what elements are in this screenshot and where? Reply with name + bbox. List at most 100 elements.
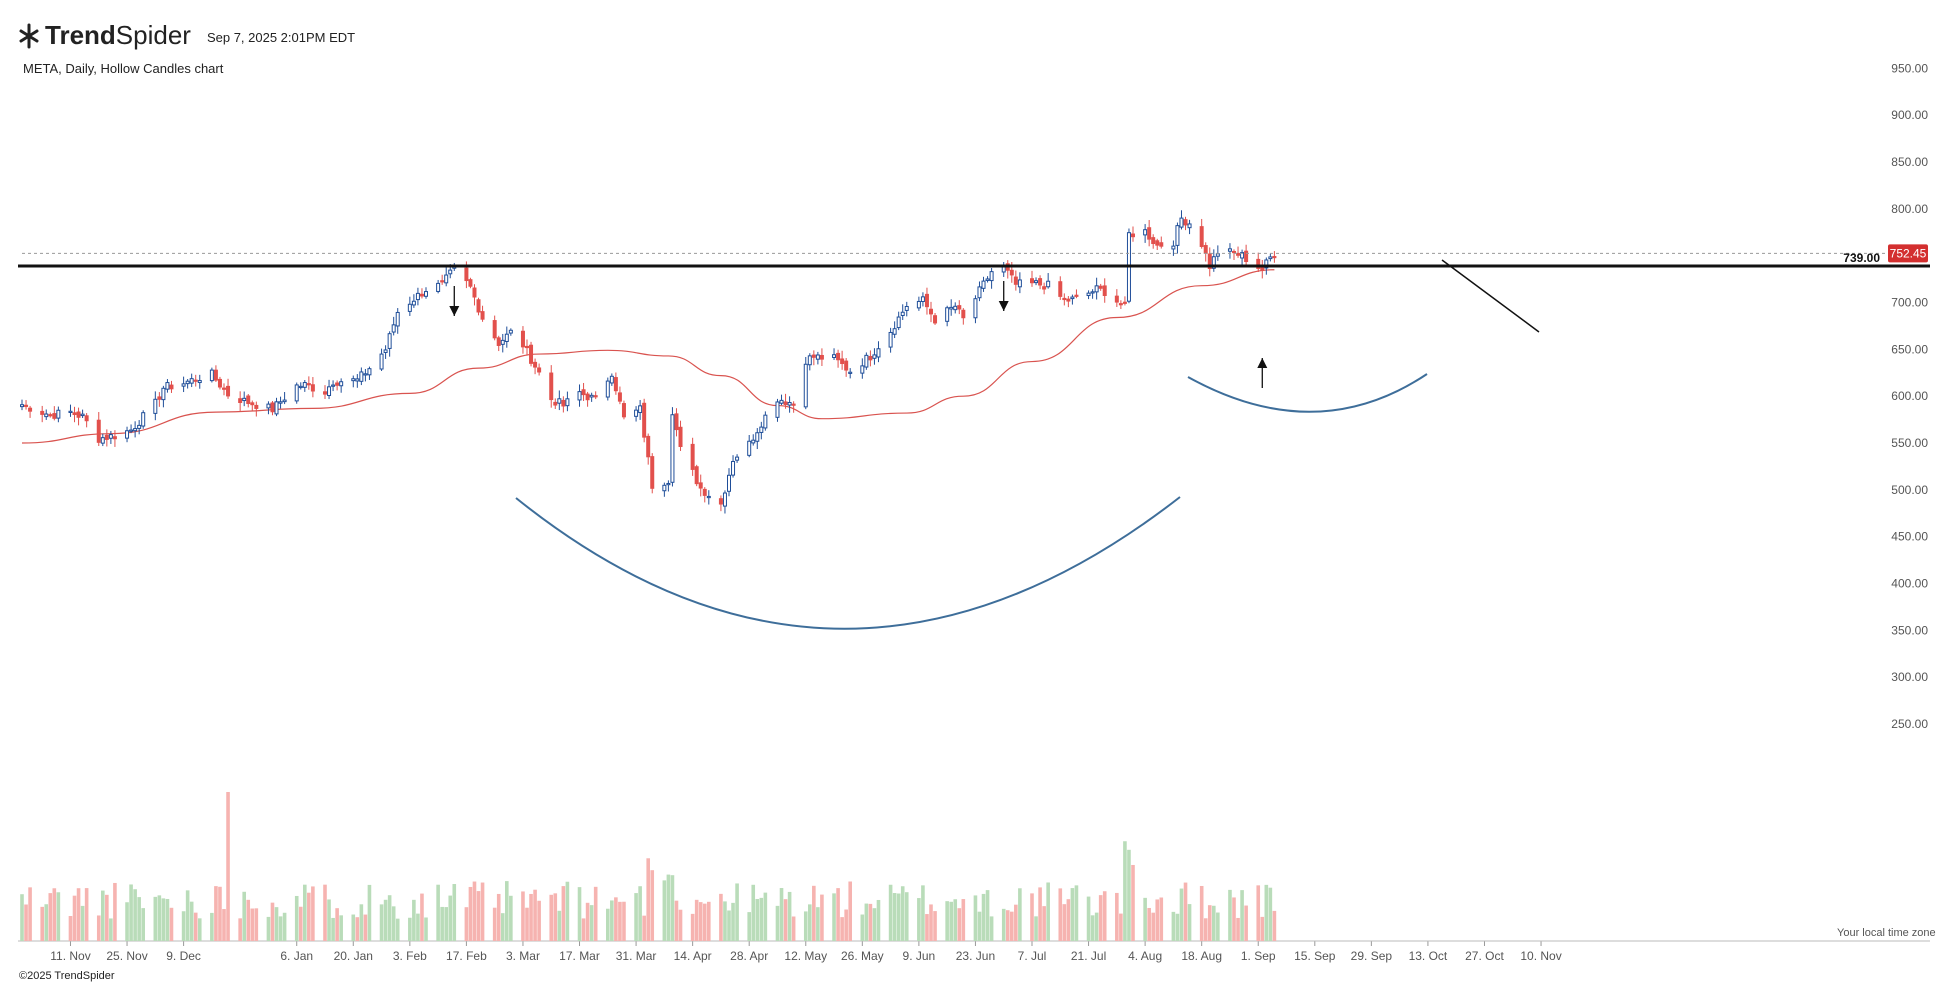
candle-body — [593, 395, 598, 398]
y-tick-label: 700.00 — [1891, 296, 1928, 310]
volume-bar — [1203, 918, 1208, 941]
volume-bar — [953, 899, 958, 941]
volume-bar — [1042, 906, 1046, 941]
y-tick-label: 800.00 — [1891, 202, 1928, 216]
candle-body — [811, 354, 816, 358]
candle-body — [339, 381, 344, 387]
x-tick-label: 6. Jan — [280, 949, 313, 963]
volume-bar — [1183, 882, 1188, 941]
volume-bar — [1268, 887, 1273, 941]
volume-bar — [96, 915, 101, 941]
candle-body — [274, 401, 279, 415]
x-tick-label: 17. Mar — [559, 949, 600, 963]
volume-bar — [416, 913, 420, 941]
volume-bar — [68, 915, 73, 941]
candle-body — [1046, 280, 1051, 288]
volume-bar — [1030, 893, 1034, 941]
volume-bar — [440, 906, 444, 941]
volume-bar — [1074, 885, 1079, 941]
volume-bar — [218, 886, 222, 941]
candle-body — [1171, 245, 1176, 250]
volume-bar — [557, 910, 562, 941]
volume-bar — [1018, 888, 1022, 941]
logo-text-light: Spider — [115, 20, 191, 50]
candle-body — [783, 401, 788, 406]
candle-body — [553, 401, 558, 406]
x-tick-label: 10. Nov — [1520, 949, 1561, 963]
candle-body — [1143, 229, 1148, 236]
candle-body — [1179, 217, 1184, 228]
candle-body — [1062, 297, 1067, 301]
candle-body — [1227, 248, 1232, 252]
candle-body — [702, 488, 707, 496]
candle-body — [779, 399, 784, 404]
candle-body — [141, 412, 146, 427]
candle-body — [327, 386, 332, 397]
candle-body — [363, 373, 368, 376]
candle-body — [1151, 237, 1156, 245]
candle-body — [985, 278, 990, 281]
volume-bar — [662, 880, 667, 941]
volume-bar — [1232, 897, 1236, 941]
volume-bar — [634, 893, 638, 941]
candle-body — [896, 316, 901, 329]
volume-bar — [84, 888, 89, 941]
candle-body — [125, 430, 130, 439]
candle-body — [165, 382, 170, 390]
volume-bar — [1175, 913, 1180, 941]
volume-bar — [197, 918, 202, 941]
volume-bar — [1010, 911, 1014, 941]
volume-bar — [157, 895, 162, 941]
volume-bar — [618, 901, 622, 941]
x-tick-label: 26. May — [841, 949, 884, 963]
volume-bar — [1127, 849, 1131, 941]
candle-body — [1199, 226, 1204, 247]
volume-bar — [1171, 911, 1176, 941]
volume-bar — [1212, 905, 1216, 941]
volume-bar — [387, 895, 392, 941]
volume-bar — [957, 908, 962, 941]
y-tick-label: 300.00 — [1891, 670, 1928, 684]
candle-body — [331, 384, 336, 387]
volume-bar — [52, 888, 57, 941]
arrow-head — [1257, 358, 1268, 368]
volume-bar — [892, 893, 897, 941]
volume-bar — [638, 886, 642, 941]
candle-body — [500, 339, 505, 345]
volume-bar — [949, 901, 953, 941]
volume-bar — [779, 888, 784, 941]
volume-bar — [1094, 912, 1099, 941]
candle-body — [217, 378, 222, 388]
candle-body — [585, 393, 590, 401]
x-tick-label: 7. Jul — [1018, 949, 1047, 963]
volume-bar — [820, 894, 824, 941]
volume-bar — [549, 894, 554, 941]
candle-body — [1114, 295, 1119, 303]
candle-body — [1187, 223, 1192, 229]
candle-body — [791, 403, 796, 406]
volume-bar — [581, 918, 586, 941]
volume-bar — [339, 915, 343, 941]
volume-bar — [929, 904, 933, 941]
volume-bar — [1038, 887, 1042, 941]
candle-body — [161, 387, 166, 401]
candle-body — [242, 397, 247, 402]
candle-body — [525, 345, 529, 349]
candle-body — [759, 426, 764, 433]
volume-bar — [868, 903, 873, 941]
volume-bar — [363, 914, 368, 941]
candle-body — [250, 402, 255, 406]
candle-body — [718, 498, 723, 505]
trendspider-logo[interactable]: Trend Spider — [18, 20, 191, 51]
volume-bar — [105, 894, 109, 941]
volume-bar — [977, 911, 982, 941]
trendspider-logo-icon — [19, 23, 39, 48]
volume-bar — [735, 883, 739, 941]
candle-body — [391, 324, 396, 333]
candle-body — [1131, 233, 1135, 238]
candle-body — [395, 311, 400, 327]
candle-body — [957, 305, 962, 310]
volume-bar — [751, 884, 756, 941]
volume-bar — [28, 887, 32, 941]
